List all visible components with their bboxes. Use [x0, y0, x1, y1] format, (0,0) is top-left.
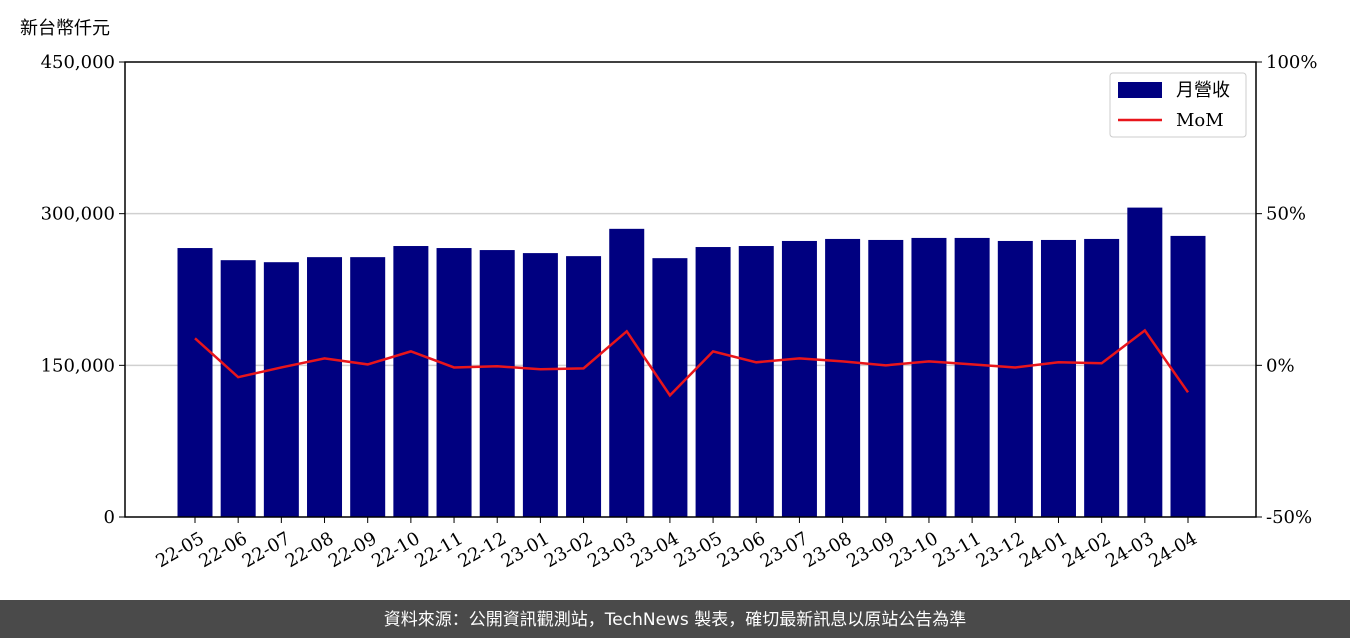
y-tick-label: 300,000	[41, 204, 115, 225]
y2-tick-label: 100%	[1266, 52, 1317, 73]
y-tick-label: 0	[104, 507, 115, 528]
y-unit-label: 新台幣仟元	[20, 18, 110, 39]
x-tick-label: 23-04	[627, 528, 682, 572]
x-tick-label: 23-05	[670, 528, 725, 572]
bar	[1127, 207, 1163, 517]
bar	[911, 237, 947, 517]
x-tick-label: 22-05	[152, 528, 207, 572]
bar	[1040, 239, 1076, 517]
bar	[436, 248, 472, 518]
y2-tick-label: 50%	[1266, 204, 1306, 225]
y2-tick-label: 0%	[1266, 355, 1295, 376]
bar	[738, 246, 774, 517]
bar	[522, 253, 558, 517]
y2-tick-label: -50%	[1266, 507, 1312, 528]
x-tick-label: 23-03	[584, 528, 639, 572]
x-tick-label: 22-09	[325, 528, 380, 572]
x-tick-label: 22-11	[411, 528, 466, 572]
x-tick-label: 22-10	[368, 528, 423, 572]
legend-swatch	[1118, 82, 1162, 98]
x-tick-label: 22-06	[196, 528, 251, 572]
footer: 資料來源：公開資訊觀測站，TechNews 製表，確切最新訊息以原站公告為準	[384, 610, 966, 630]
line	[194, 328, 1190, 398]
bar	[868, 239, 904, 517]
x-tick-label: 24-03	[1102, 528, 1157, 572]
bar	[263, 262, 299, 517]
x-tick-label: 23-02	[541, 528, 596, 572]
legend-label: MoM	[1176, 110, 1224, 131]
legend-label: 月營收	[1176, 80, 1230, 101]
x-tick-label: 23-12	[973, 528, 1028, 572]
x-tick-label: 23-11	[929, 528, 984, 572]
bar	[997, 240, 1033, 517]
footer-bar	[0, 600, 1350, 638]
bar	[825, 238, 861, 517]
bar	[220, 260, 256, 517]
x-tick-label: 22-12	[455, 528, 510, 572]
bar	[393, 246, 429, 517]
x-tick-label: 23-07	[757, 528, 812, 572]
bar	[479, 250, 515, 518]
x-tick-label: 24-04	[1145, 528, 1200, 572]
bar	[307, 257, 343, 517]
bar	[609, 228, 645, 518]
x-tick-label: 24-02	[1059, 528, 1114, 572]
x-tick-label: 23-10	[886, 528, 941, 572]
bar	[350, 257, 386, 517]
y-tick-label: 450,000	[41, 52, 115, 73]
y-tick-label: 150,000	[41, 355, 115, 376]
bar	[781, 240, 817, 517]
x-tick-label: 23-08	[800, 528, 855, 572]
x-tick-label: 23-09	[843, 528, 898, 572]
bar	[652, 258, 688, 517]
bar	[954, 237, 990, 517]
bar	[1084, 238, 1120, 517]
x-tick-label: 22-08	[282, 528, 337, 572]
x-tick-label: 22-07	[239, 528, 294, 572]
x-tick-label: 23-01	[498, 528, 553, 572]
x-tick-label: 23-06	[714, 528, 769, 572]
x-tick-label: 24-01	[1016, 528, 1071, 572]
bar	[177, 248, 213, 518]
plot-frame	[124, 61, 1257, 518]
bar	[566, 256, 602, 517]
bar	[695, 247, 731, 518]
